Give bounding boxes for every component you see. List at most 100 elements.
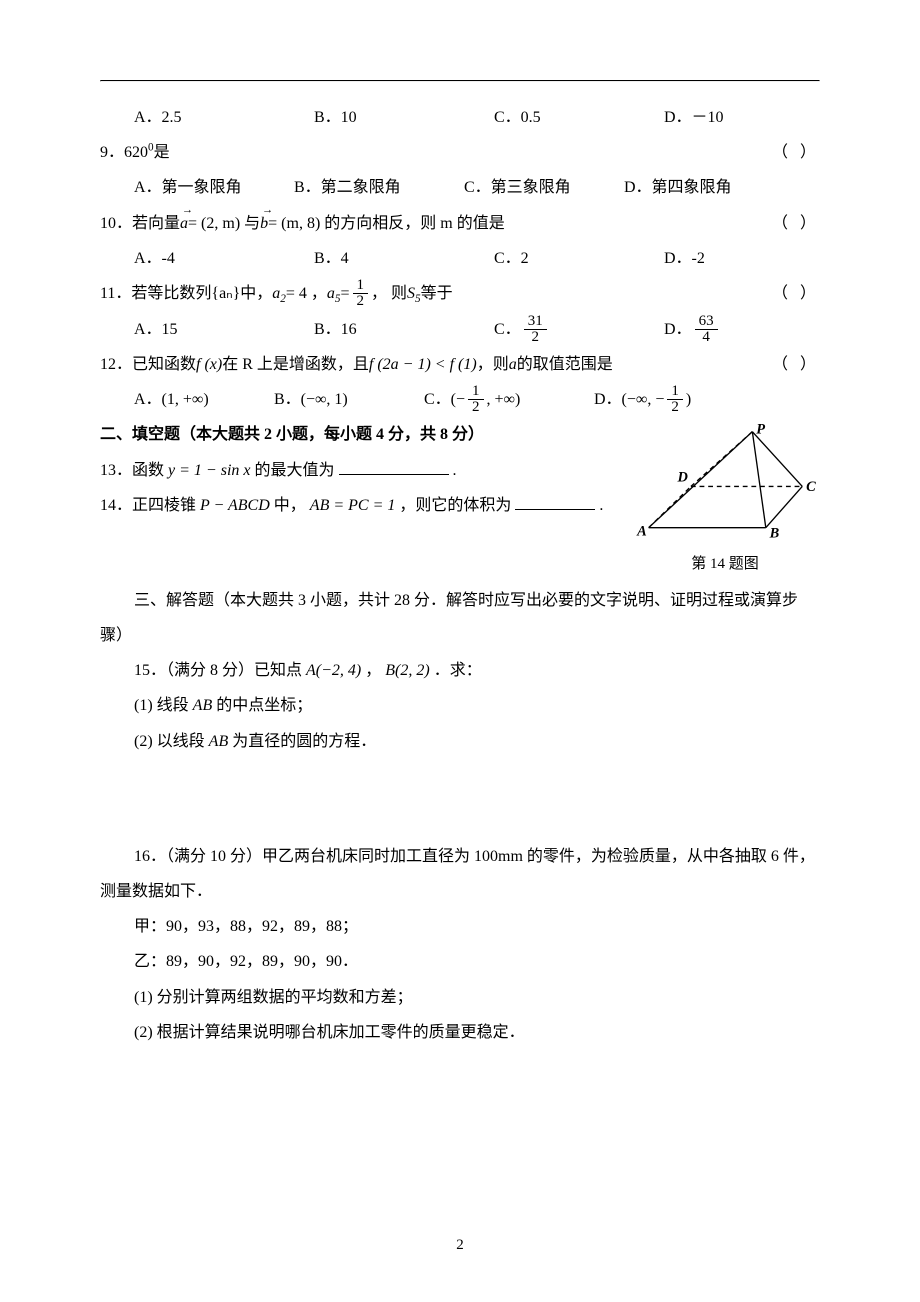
q15-p2-pre: (2) 以线段 bbox=[134, 733, 209, 750]
q15-A: A(−2, 4) bbox=[306, 662, 361, 679]
q16-yi-data: 89，90，92，89，90，90． bbox=[166, 953, 358, 970]
q14-tail: ，则它的体积为 bbox=[399, 497, 515, 514]
q12-a: a bbox=[509, 347, 517, 382]
q11-S: S5 bbox=[407, 276, 421, 312]
q16-yi: 乙：89，90，92，89，90，90． bbox=[134, 944, 820, 979]
section-3-title-line1: 三、解答题（本大题共 3 小题，共计 28 分．解答时应写出必要的文字说明、证明… bbox=[134, 583, 820, 618]
q12-c-n: 1 bbox=[468, 384, 484, 400]
q11-c-d: 2 bbox=[527, 330, 543, 345]
q12-d-d: 2 bbox=[667, 400, 683, 415]
q10-vec-a: a bbox=[180, 206, 188, 241]
q11-opt-c-frac: 312 bbox=[524, 314, 547, 345]
q11-opt-a: A．15 bbox=[134, 312, 314, 347]
q8-options: A．2.5 B．10 C．0.5 D．－10 bbox=[134, 100, 820, 135]
q15-p1-pre: (1) 线段 bbox=[134, 697, 193, 714]
q10-label: 10．若向量 bbox=[100, 206, 180, 241]
q11-seq: {aₙ} bbox=[211, 276, 240, 311]
q16-p1: (1) 分别计算两组数据的平均数和方差； bbox=[134, 980, 820, 1015]
q9-angle: 6200 bbox=[124, 135, 154, 170]
q9-opt-c: C．第三象限角 bbox=[464, 170, 624, 205]
q14-cond: AB = PC = 1 bbox=[310, 497, 396, 514]
svg-text:D: D bbox=[676, 470, 688, 486]
q14-pyramid: P − ABCD bbox=[200, 497, 270, 514]
svg-text:A: A bbox=[636, 523, 647, 539]
top-rule bbox=[100, 80, 820, 82]
q11-d-n: 63 bbox=[695, 314, 718, 330]
q12-c-post: , +∞) bbox=[487, 382, 521, 417]
section-3-title-line2: 骤） bbox=[100, 618, 820, 653]
svg-text:P: P bbox=[756, 424, 765, 438]
q12-cond: f (2a − 1) < f (1) bbox=[369, 347, 477, 382]
q11-d-d: 4 bbox=[698, 330, 714, 345]
q16-jia-label: 甲： bbox=[134, 918, 166, 935]
q9-label: 9． bbox=[100, 135, 124, 170]
q11-options: A．15 B．16 C． 312 D． 634 bbox=[134, 312, 820, 347]
q13-blank bbox=[339, 474, 449, 475]
q8-opt-c: C．0.5 bbox=[494, 100, 664, 135]
q15-p1-AB: AB bbox=[193, 697, 213, 714]
q12-c-pre: C．(− bbox=[424, 382, 465, 417]
q12-mid1: 在 R 上是增函数，且 bbox=[222, 347, 369, 382]
q13-tail: 的最大值为 bbox=[254, 462, 334, 479]
q12-fx: f (x) bbox=[196, 347, 222, 382]
q12-paren: （ ） bbox=[772, 347, 820, 382]
q16-head-line1: 16．（满分 10 分）甲乙两台机床同时加工直径为 100mm 的零件，为检验质… bbox=[134, 839, 820, 874]
q16-p2: (2) 根据计算结果说明哪台机床加工零件的质量更稳定． bbox=[134, 1015, 820, 1050]
q15-p1: (1) 线段 AB 的中点坐标； bbox=[134, 688, 820, 723]
q10-vec-b: b bbox=[260, 206, 268, 241]
q10-b-val: = (m, 8) 的方向相反，则 m 的值是 bbox=[268, 206, 505, 241]
q12-c-d: 2 bbox=[468, 400, 484, 415]
q9-opt-d: D．第四象限角 bbox=[624, 170, 732, 205]
q11-c-n: 31 bbox=[524, 314, 547, 330]
q14-caption: 第 14 题图 bbox=[630, 548, 820, 581]
q14-figure: ABCDP 第 14 题图 bbox=[630, 424, 820, 581]
q12-c-frac: 12 bbox=[468, 384, 484, 415]
page: A．2.5 B．10 C．0.5 D．－10 9． 6200 是 （ ） A．第… bbox=[0, 0, 920, 1302]
q11-label: 11．若等比数列 bbox=[100, 276, 211, 311]
q9-options: A．第一象限角 B．第二象限角 C．第三象限角 D．第四象限角 bbox=[134, 170, 820, 205]
q12-options: A．(1, +∞) B．(−∞, 1) C．(− 12 , +∞) D．(−∞,… bbox=[134, 382, 820, 417]
q9-angle-base: 620 bbox=[124, 144, 148, 161]
q12-d-pre: D．(−∞, − bbox=[594, 382, 664, 417]
q15-comma: ， bbox=[365, 662, 385, 679]
q13-label: 13．函数 bbox=[100, 462, 168, 479]
q11-a2: a2 bbox=[272, 276, 286, 312]
q12: 12．已知函数 f (x) 在 R 上是增函数，且 f (2a − 1) < f… bbox=[100, 347, 820, 382]
q12-d-frac: 12 bbox=[667, 384, 683, 415]
q11-opt-c-pre: C． bbox=[494, 312, 521, 347]
q11-opt-d-frac: 634 bbox=[695, 314, 718, 345]
q12-b-txt: B．(−∞, 1) bbox=[274, 382, 348, 417]
q11-mid1: 中， bbox=[240, 276, 272, 311]
q11: 11．若等比数列 {aₙ} 中， a2 = 4 ， a5 = 12 ， 则 S5… bbox=[100, 276, 820, 312]
q10-opt-b: B．4 bbox=[314, 241, 494, 276]
q12-opt-a: A．(1, +∞) bbox=[134, 382, 274, 417]
q14-mid: 中， bbox=[274, 497, 310, 514]
q12-opt-d: D．(−∞, − 12 ) bbox=[594, 382, 691, 417]
q15-p1-tail: 的中点坐标； bbox=[216, 697, 312, 714]
q9-paren: （ ） bbox=[772, 135, 820, 170]
q11-a5: a5 bbox=[327, 276, 341, 312]
q11-after: ， 则 bbox=[371, 276, 407, 311]
q11-opt-d-pre: D． bbox=[664, 312, 692, 347]
q10-paren: （ ） bbox=[772, 206, 820, 241]
q12-label: 12．已知函数 bbox=[100, 347, 196, 382]
q8-opt-d: D．－10 bbox=[664, 100, 724, 135]
q11-opt-b: B．16 bbox=[314, 312, 494, 347]
q15: 15．（满分 8 分）已知点 A(−2, 4) ， B(2, 2) ．求： bbox=[134, 653, 820, 688]
q11-S-sym: S bbox=[407, 285, 415, 302]
q9-tail: 是 bbox=[154, 135, 170, 170]
q11-opt-c: C． 312 bbox=[494, 312, 664, 347]
q12-a-txt: A．(1, +∞) bbox=[134, 382, 209, 417]
q12-opt-c: C．(− 12 , +∞) bbox=[424, 382, 594, 417]
q15-p2: (2) 以线段 AB 为直径的圆的方程． bbox=[134, 724, 820, 759]
q11-a5-sym: a bbox=[327, 285, 335, 302]
q10-opt-a: A．-4 bbox=[134, 241, 314, 276]
q15-p2-tail: 为直径的圆的方程． bbox=[232, 733, 376, 750]
q12-d-post: ) bbox=[686, 382, 691, 417]
q15-B: B(2, 2) bbox=[385, 662, 429, 679]
q10-options: A．-4 B．4 C．2 D．-2 bbox=[134, 241, 820, 276]
q10: 10．若向量 a = (2, m) 与 b = (m, 8) 的方向相反，则 m… bbox=[100, 206, 820, 241]
q10-opt-d: D．-2 bbox=[664, 241, 705, 276]
q11-a5-frac: 12 bbox=[353, 278, 369, 309]
q8-opt-b: B．10 bbox=[314, 100, 494, 135]
